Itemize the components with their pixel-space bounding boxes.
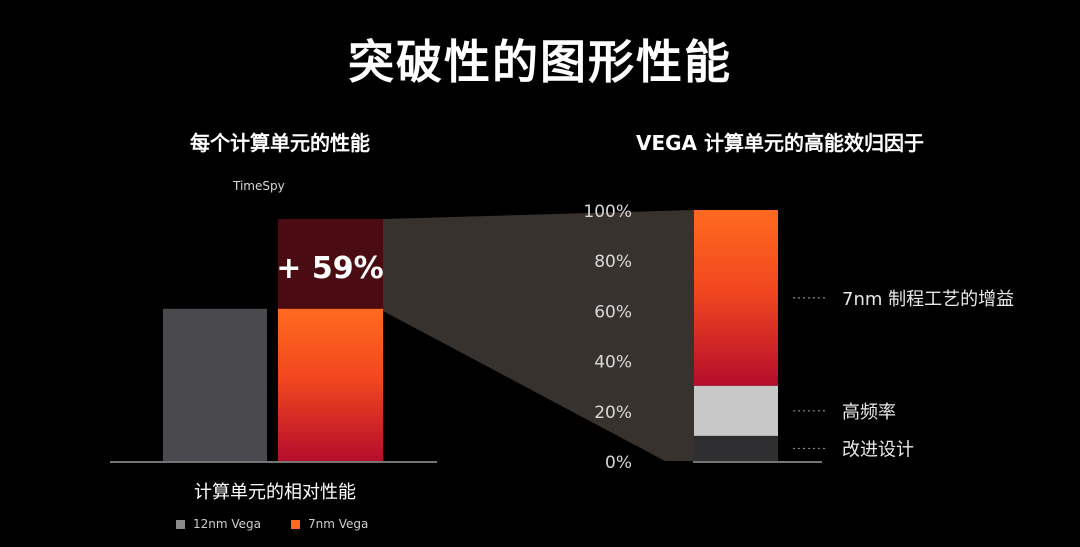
y-tick-label: 0% [605, 453, 632, 473]
legend-item-12nm: 12nm Vega [176, 517, 261, 531]
y-tick-label: 60% [594, 302, 632, 322]
bar-12nm-vega [163, 308, 267, 461]
y-tick-label: 100% [583, 202, 632, 222]
legend-label-7nm: 7nm Vega [308, 517, 369, 531]
legend-swatch-orange [291, 519, 300, 529]
legend-swatch-grey [176, 519, 185, 529]
stacked-segment [694, 435, 778, 461]
left-x-axis-label: 计算单元的相对性能 [194, 482, 356, 503]
right-chart-title: VEGA 计算单元的高能效归因于 [636, 131, 924, 155]
legend-label-12nm: 12nm Vega [193, 517, 262, 531]
y-tick-label: 20% [594, 403, 632, 423]
left-bar-chart: + 59% [110, 219, 437, 463]
segment-label: 高频率 [842, 402, 896, 423]
segment-label: 改进设计 [842, 439, 914, 460]
slide-title: 突破性的图形性能 [348, 35, 732, 89]
stacked-segment [694, 210, 778, 386]
funnel-connector-layer [383, 210, 694, 461]
y-tick-label: 80% [594, 252, 632, 272]
left-chart-title: 每个计算单元的性能 [190, 131, 370, 155]
segment-label: 7nm 制程工艺的增益 [842, 289, 1014, 310]
benchmark-label: TimeSpy [233, 179, 285, 193]
legend-item-7nm: 7nm Vega [291, 517, 368, 531]
stacked-segment [694, 385, 778, 436]
bar-7nm-vega [278, 308, 383, 461]
bar-7nm-gain-segment [278, 219, 383, 309]
y-tick-label: 40% [594, 353, 632, 373]
gain-annotation: + 59% [276, 251, 383, 286]
funnel-connector [383, 210, 694, 461]
right-stacked-chart: 0% 20% 40% 60% 80% 100% 改进设计 高频率 7nm 制程工艺的增益 [583, 202, 1014, 473]
